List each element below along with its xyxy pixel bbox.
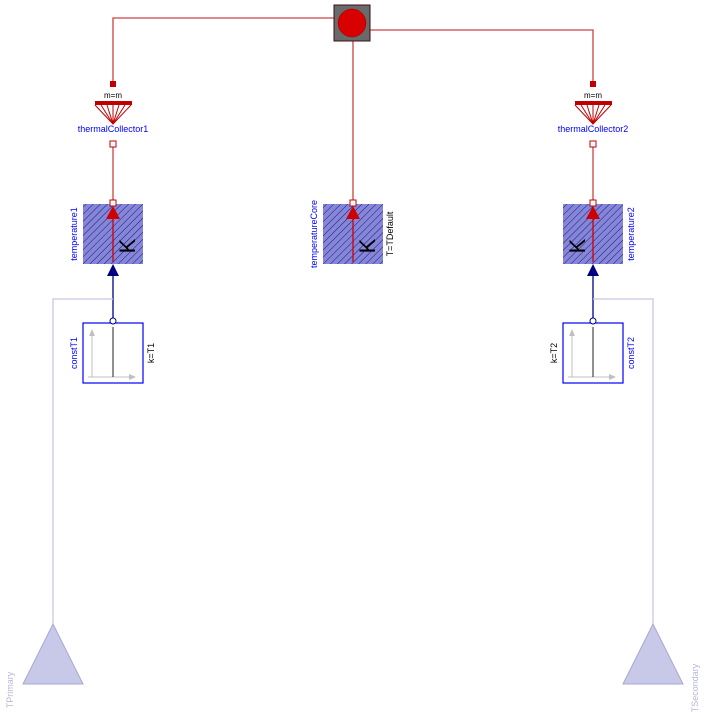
heat-wire-top-right[interactable] xyxy=(369,29,594,84)
const-block-2[interactable]: k=T2 constT2 xyxy=(549,317,636,384)
input-secondary[interactable]: TSecondary xyxy=(622,622,700,712)
input-primary[interactable]: TPrimary xyxy=(5,622,84,708)
sensor1-label: temperature1 xyxy=(69,207,79,261)
faded-wire-secondary[interactable] xyxy=(593,298,654,624)
collector2-label: thermalCollector2 xyxy=(558,124,629,134)
sensor-core-unit: K xyxy=(355,238,380,253)
sensor1-unit: K xyxy=(115,238,140,253)
sensor2-unit: K xyxy=(565,238,590,253)
collector1-equation: m=m xyxy=(104,91,122,100)
collector1-funnel-icon xyxy=(94,104,132,125)
const2-label: constT2 xyxy=(626,337,636,369)
collector2-funnel-icon xyxy=(574,104,612,125)
sensor1-arrow-icon xyxy=(106,206,120,219)
sensor-core-parameter: T=TDefault xyxy=(385,211,395,256)
collector1-port-top[interactable] xyxy=(110,81,116,87)
const2-axes-icon xyxy=(568,329,616,380)
thermal-collector-2[interactable]: m=m thermalCollector2 xyxy=(558,81,629,148)
sensor2-arrow-icon xyxy=(586,206,600,219)
sensor-core-label: temperatureCore xyxy=(309,200,319,268)
sensor2-port-top[interactable] xyxy=(589,199,597,207)
heat-port-circle-icon xyxy=(337,8,367,38)
collector1-bar xyxy=(95,101,132,105)
input-secondary-triangle-icon xyxy=(622,622,684,685)
const1-axes-icon xyxy=(88,329,136,380)
faded-wire-primary[interactable] xyxy=(52,298,113,624)
sensor2-signal-arrow-icon xyxy=(587,264,599,276)
const-block-1[interactable]: constT1 k=T1 xyxy=(69,317,156,384)
wires xyxy=(52,17,654,624)
thermal-collector-1[interactable]: m=m thermalCollector1 xyxy=(78,81,149,148)
temperature-sensor-core[interactable]: K temperatureCore T=TDefault xyxy=(309,199,395,268)
sensor1-port-top[interactable] xyxy=(109,199,117,207)
heat-wire-top-left[interactable] xyxy=(112,17,337,84)
collector1-port-bottom[interactable] xyxy=(109,140,117,148)
sensor2-label: temperature2 xyxy=(626,207,636,261)
input-primary-label: TPrimary xyxy=(5,671,15,708)
input-secondary-label: TSecondary xyxy=(690,663,700,712)
sensor-core-arrow-icon xyxy=(346,206,360,219)
temperature-sensor-2[interactable]: K temperature2 xyxy=(563,199,636,276)
const2-port-top[interactable] xyxy=(589,317,597,325)
collector2-bar xyxy=(575,101,612,105)
temperature-sensor-1[interactable]: K temperature1 xyxy=(69,199,143,276)
collector1-label: thermalCollector1 xyxy=(78,124,149,134)
const1-label: constT1 xyxy=(69,337,79,369)
collector2-equation: m=m xyxy=(584,91,602,100)
sensor1-signal-arrow-icon xyxy=(107,264,119,276)
heat-port-main[interactable] xyxy=(333,4,371,42)
collector2-port-top[interactable] xyxy=(590,81,596,87)
const1-parameter: k=T1 xyxy=(146,343,156,363)
const1-port-top[interactable] xyxy=(109,317,117,325)
sensor-core-port-top[interactable] xyxy=(349,199,357,207)
collector2-port-bottom[interactable] xyxy=(589,140,597,148)
const2-parameter: k=T2 xyxy=(549,343,559,363)
input-primary-triangle-icon xyxy=(22,622,84,685)
